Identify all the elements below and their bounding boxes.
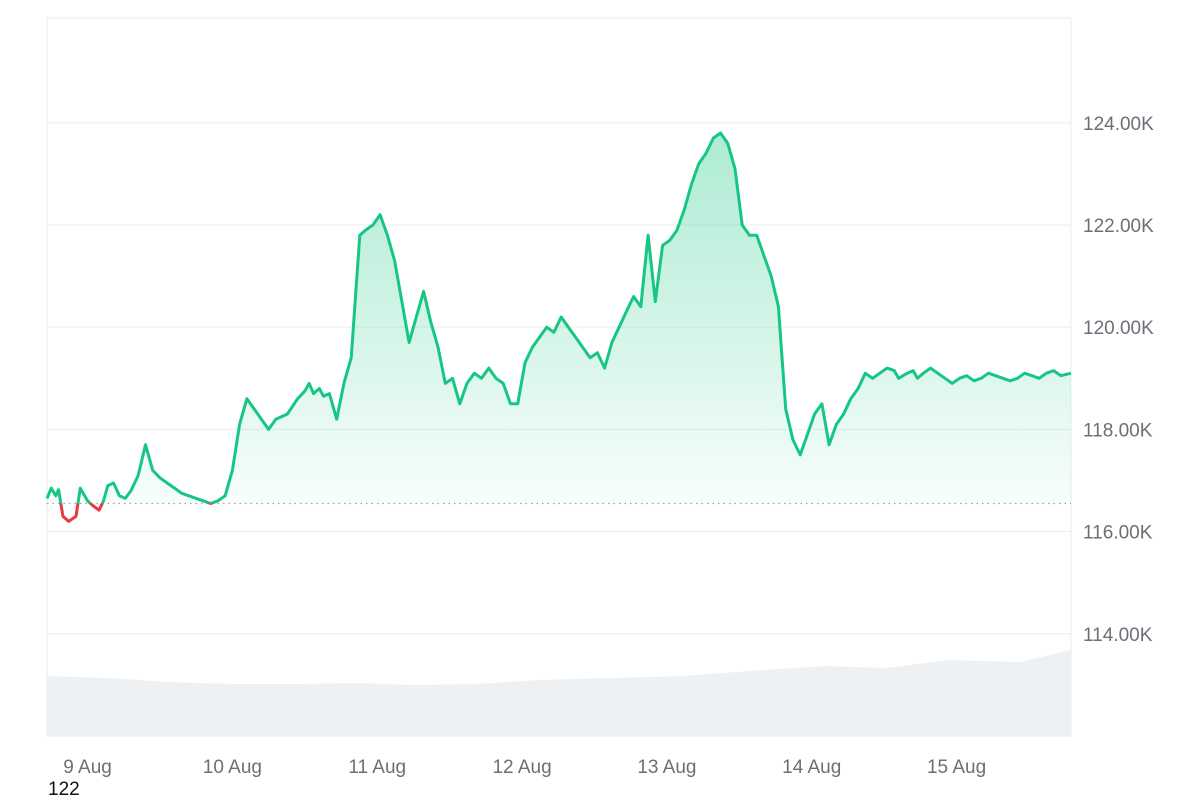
y-tick-label: 124.00K: [1083, 114, 1154, 135]
y-tick-label: 120.00K: [1083, 318, 1154, 339]
y-axis-labels: 114.00K 116.00K 118.00K 120.00K 122.00K 124.0…: [1083, 114, 1154, 646]
volume-area: [47, 650, 1071, 736]
x-axis-labels: 9 Aug 10 Aug 11 Aug 12 Aug 13 Aug 14 Aug 15 Au…: [63, 757, 986, 778]
y-tick-label: 118.00K: [1083, 420, 1153, 441]
price-area-fill: [47, 133, 1071, 504]
y-tick-label: 114.00K: [1083, 625, 1153, 646]
x-tick-label: 11 Aug: [348, 757, 406, 778]
x-tick-label: 12 Aug: [492, 757, 551, 778]
y-tick-label: 116.00K: [1083, 523, 1153, 544]
x-tick-label: 13 Aug: [637, 757, 696, 778]
corner-label: 122: [48, 779, 80, 800]
y-tick-label: 122.00K: [1083, 216, 1154, 237]
x-tick-label: 15 Aug: [927, 757, 986, 778]
x-tick-label: 9 Aug: [63, 757, 112, 778]
x-tick-label: 10 Aug: [203, 757, 262, 778]
x-tick-label: 14 Aug: [782, 757, 841, 778]
price-line-up: [45, 131, 1072, 504]
